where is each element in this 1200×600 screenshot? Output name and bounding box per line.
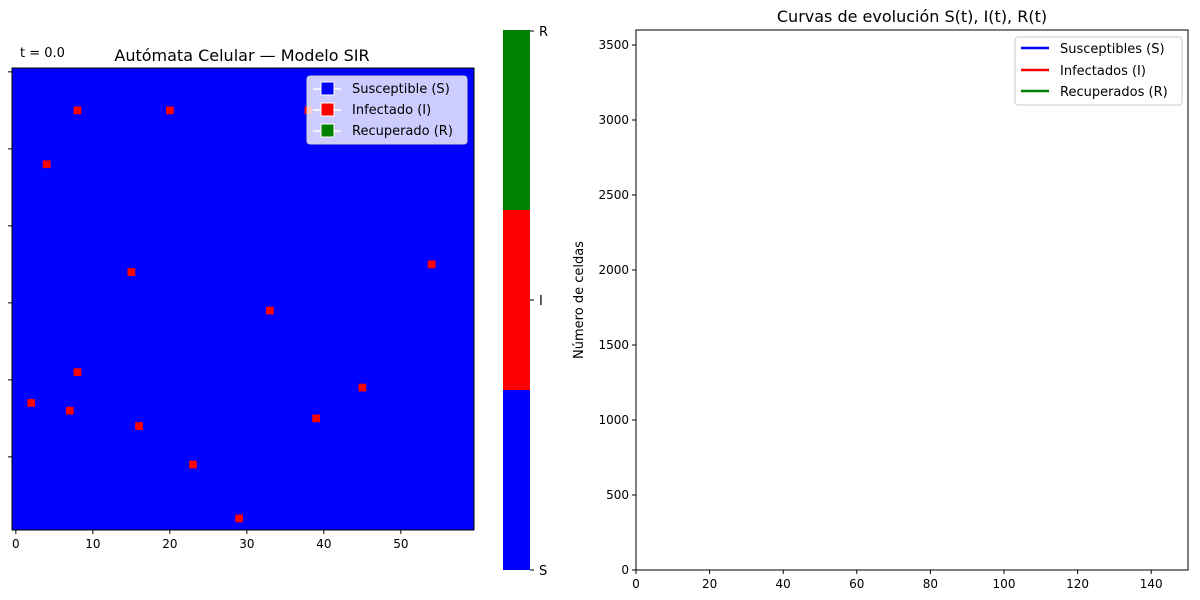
legend-marker-i [320,102,335,117]
curves-legend-entry-r: Recuperados (R) [1021,85,1168,100]
curves-ytick-label: 1000 [598,413,629,427]
ca-xtick-label: 40 [316,537,331,551]
curves-legend-box [1014,36,1183,106]
curves-ytick-label: 3500 [598,38,629,52]
ca-yticks [8,71,12,458]
ca-legend-box [306,75,468,145]
infected-cell [358,383,367,392]
infected-cell [189,460,197,469]
curves-xtick-label: 20 [702,577,717,591]
ca-legend-entry-r: Recuperado (R) [313,123,453,139]
curves-xtick-label: 0 [632,577,640,591]
infected-cell [235,514,243,523]
curves-xtick-label: 80 [923,577,938,591]
colorbar: R I S [503,25,548,579]
curves-legend-entry-s: Susceptibles (S) [1021,42,1165,57]
infected-cell [27,399,36,407]
infected-cell [266,306,274,315]
curves-ytick-label: 1500 [598,338,629,352]
ca-title: Autómata Celular — Modelo SIR [114,46,369,65]
curves-xticks: 0 20 40 60 80 100 120 140 [632,570,1163,591]
curves-legend-entry-i: Infectados (I) [1021,64,1146,79]
curves-title: Curvas de evolución S(t), I(t), R(t) [777,7,1047,26]
ca-grid-background [12,68,474,530]
curves-ytick-label: 2500 [598,188,629,202]
curves-ytick-label: 0 [621,563,629,577]
legend-label-recuperados: Recuperados (R) [1060,85,1168,100]
colorbar-label-i: I [539,294,543,309]
infected-cell [73,106,82,115]
legend-label-infectados: Infectados (I) [1060,64,1146,79]
curves-ytick-label: 500 [606,488,629,502]
curves-xtick-label: 60 [849,577,864,591]
legend-label-i: Infectado (I) [352,103,431,118]
infected-cell [127,268,136,276]
curves-panel: Curvas de evolución S(t), I(t), R(t) 0 20… [572,7,1189,591]
curves-legend: Susceptibles (S) Infectados (I) Recupera… [1014,36,1183,106]
legend-marker-s [320,81,335,96]
colorbar-label-r: R [539,25,548,40]
infected-cell [73,368,82,376]
infected-cell [42,160,51,169]
colorbar-segment-s [503,390,530,570]
curves-xtick-label: 140 [1140,577,1163,591]
curves-axes-frame [635,29,1189,571]
ca-xticks: 0 10 20 30 40 50 [12,530,408,551]
ca-xtick-label: 0 [12,537,20,551]
curves-xtick-label: 100 [993,577,1016,591]
infected-cell [427,260,436,269]
infected-cell [166,106,174,115]
legend-label-susceptibles: Susceptibles (S) [1060,42,1165,57]
ca-xtick-label: 50 [393,537,408,551]
ca-legend-entry-s: Susceptible (S) [313,81,450,97]
curves-ytick-label: 3000 [598,113,629,127]
legend-marker-r [320,123,335,138]
curves-xtick-label: 120 [1066,577,1089,591]
colorbar-segment-i [503,210,530,390]
ca-xtick-label: 10 [85,537,100,551]
ca-xtick-label: 30 [239,537,254,551]
ca-legend-entry-i: Infectado (I) [313,102,431,118]
infected-cell [65,406,74,415]
ca-xtick-label: 20 [162,537,177,551]
legend-label-s: Susceptible (S) [352,82,450,97]
legend-label-r: Recuperado (R) [352,124,453,139]
infected-cell [312,414,320,423]
ca-panel: Autómata Celular — Modelo SIR t = 0.0 0 1… [8,46,475,551]
curves-yticks: 0 500 1000 1500 2000 2500 3000 3500 [598,38,636,577]
colorbar-segment-r [503,30,530,210]
curves-ylabel: Número de celdas [572,241,587,359]
ca-legend: Susceptible (S) Infectado (I) Recuperado… [306,75,468,145]
time-label: t = 0.0 [20,46,65,61]
curves-ytick-label: 2000 [598,263,629,277]
ca-axes-frame [11,67,475,531]
curves-xtick-label: 40 [776,577,791,591]
colorbar-label-s: S [539,564,547,579]
infected-cell [135,422,143,430]
